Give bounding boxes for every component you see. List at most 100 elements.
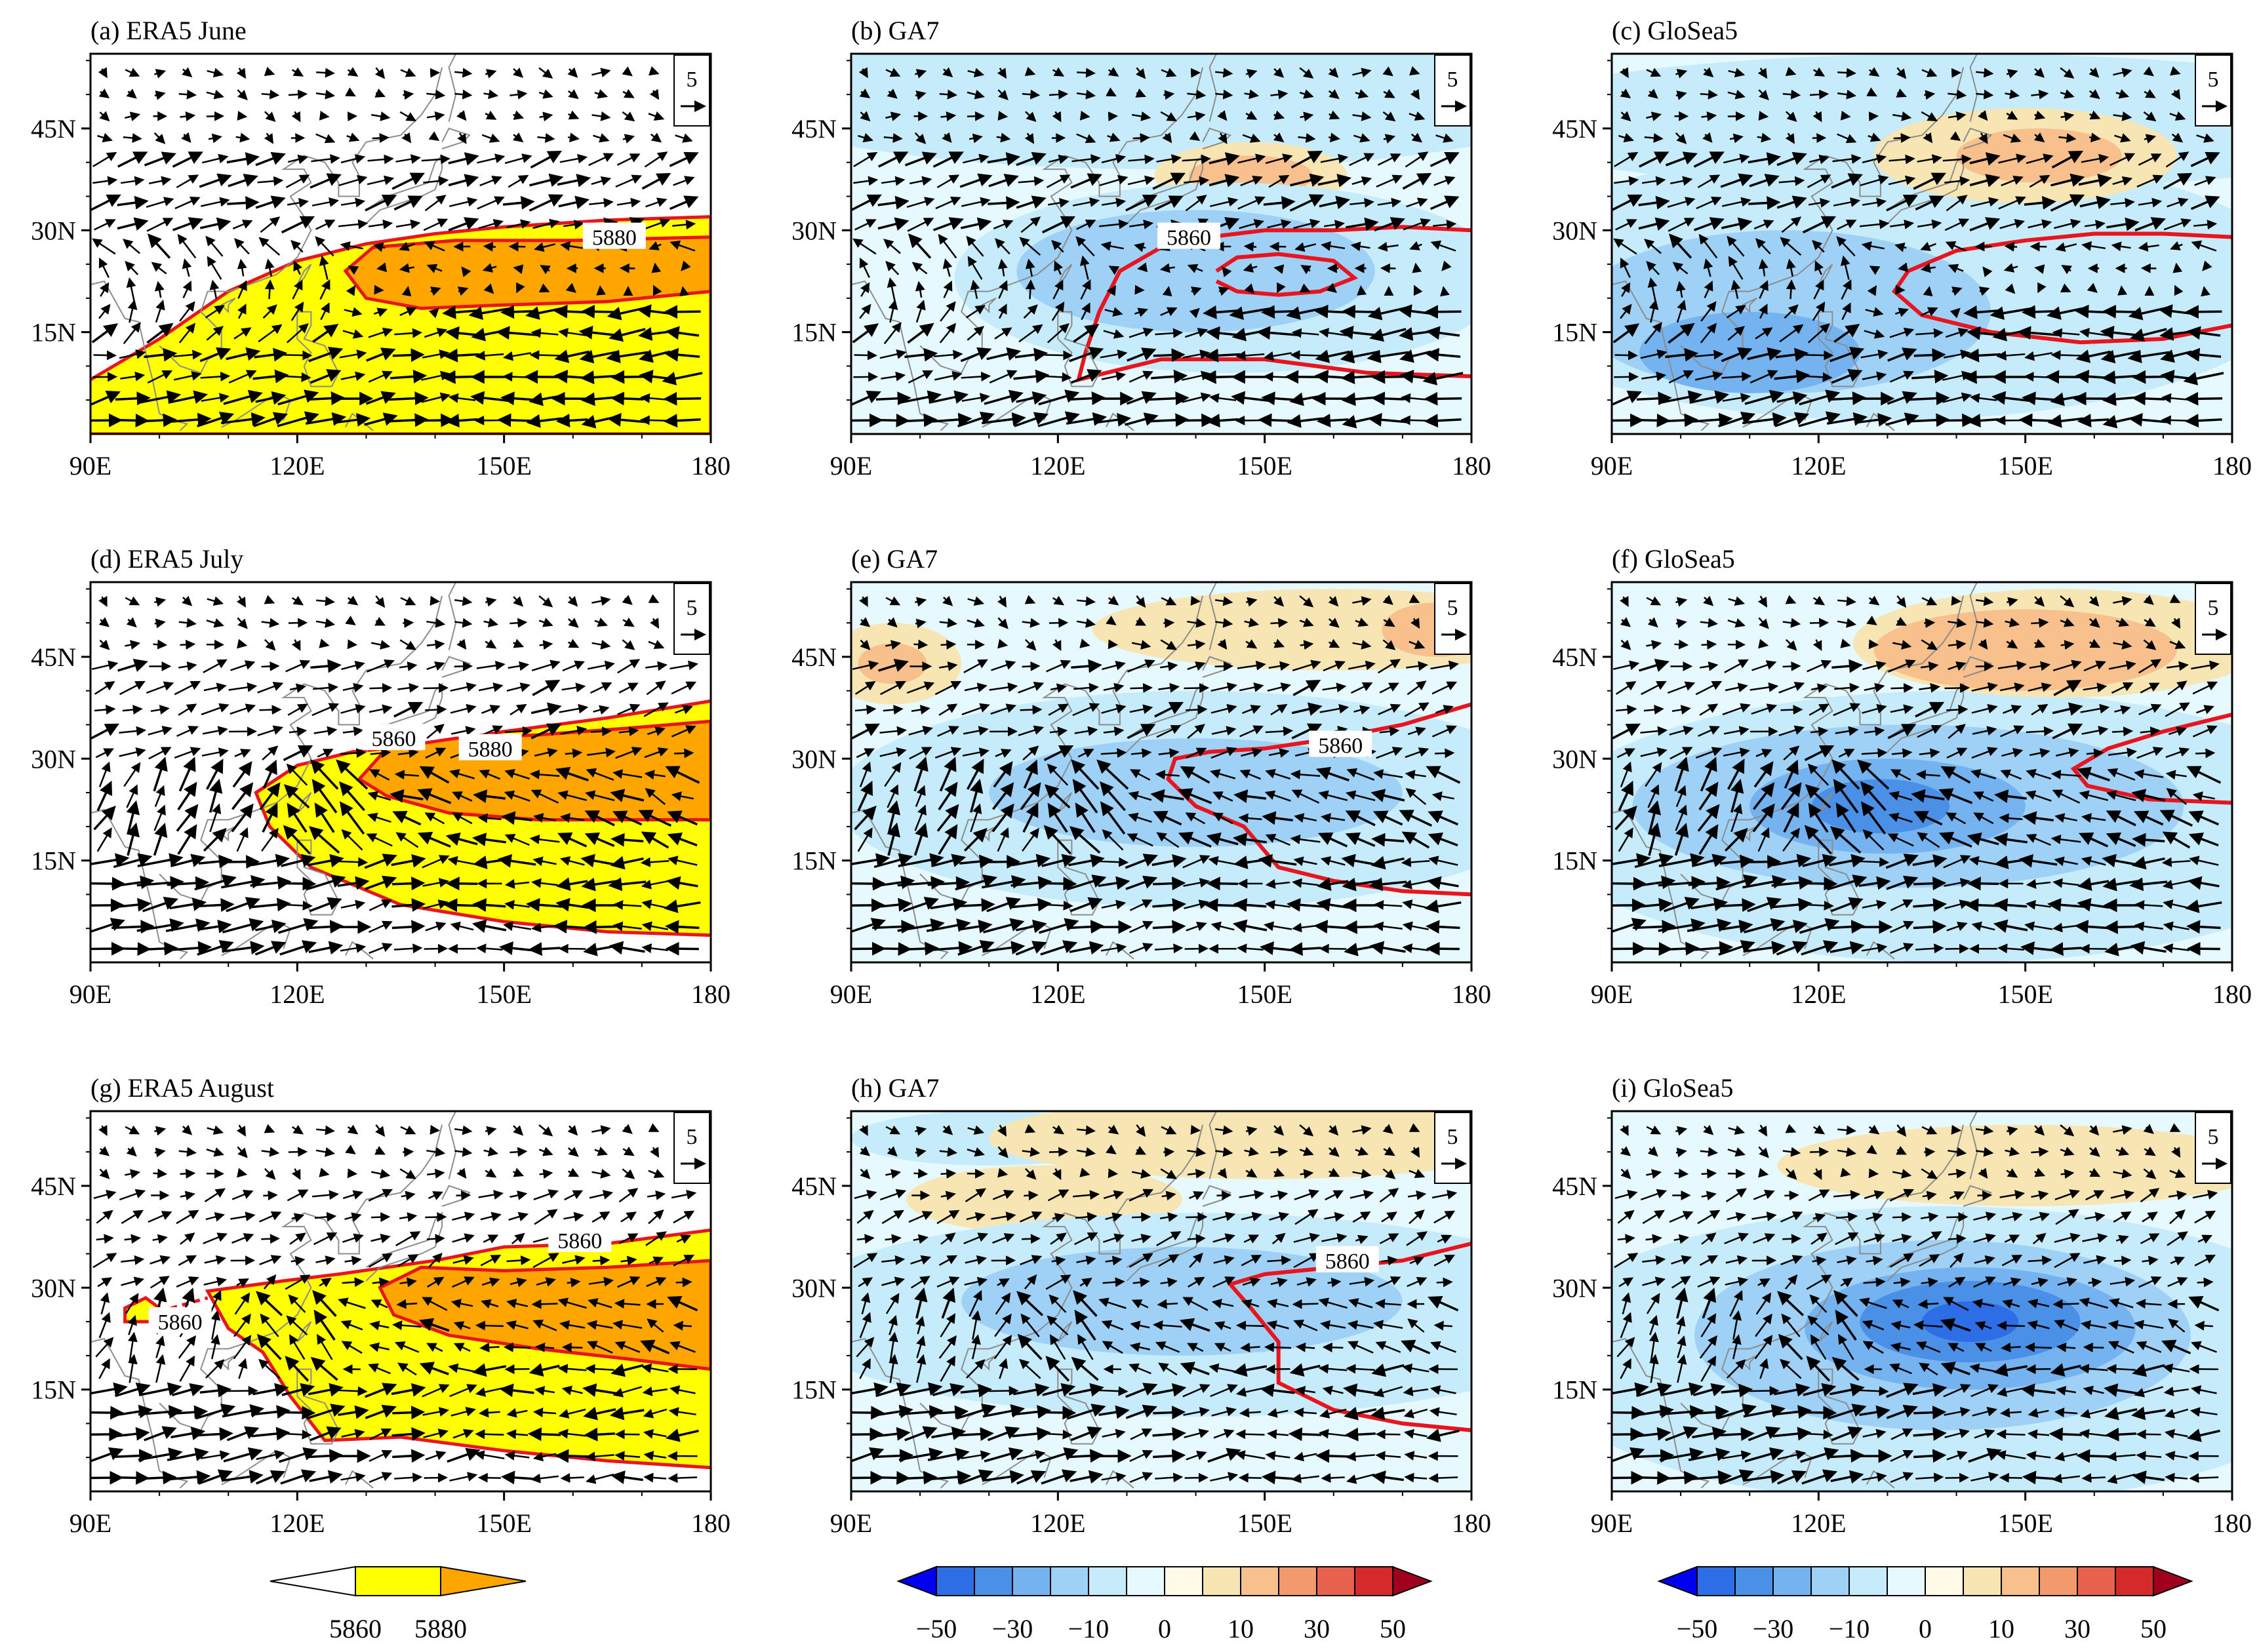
y-tick-label: 15N — [1552, 318, 1597, 347]
x-tick-label: 120E — [1791, 451, 1846, 481]
colorbar-swatch — [1925, 1566, 1964, 1596]
wind-vector — [1782, 661, 1801, 671]
y-tick-label: 30N — [1552, 1273, 1597, 1303]
x-tick-label: 90E — [70, 979, 111, 1009]
y-tick-label: 45N — [1552, 114, 1597, 144]
wind-vector — [1748, 855, 1782, 869]
wind-vector — [1965, 898, 2001, 913]
bias-shading — [1922, 1301, 2019, 1343]
wind-vector — [123, 239, 140, 254]
wind-vector — [673, 748, 694, 758]
wind-vector — [425, 705, 447, 715]
wind-vector — [226, 152, 260, 166]
wind-vector — [873, 1449, 914, 1463]
wind-vector — [430, 286, 441, 296]
wind-vector — [365, 195, 397, 212]
wind-vector — [111, 920, 155, 934]
wind-vector — [172, 151, 203, 168]
wind-vector — [285, 372, 311, 382]
wind-vector — [280, 876, 317, 891]
wind-vector — [622, 66, 633, 77]
wind-vector — [338, 1386, 368, 1396]
contour-label: 5860 — [557, 1229, 602, 1253]
wind-vector — [851, 391, 881, 406]
wind-vector — [117, 195, 149, 210]
wind-vector — [290, 239, 304, 253]
wind-vector — [180, 1168, 196, 1179]
x-tick-label: 150E — [1997, 1508, 2052, 1538]
colorbar-swatch — [1963, 1566, 2002, 1596]
wind-vector — [445, 414, 478, 428]
wind-vector — [1153, 876, 1186, 891]
wind-vector — [92, 151, 117, 167]
y-tick-label: 30N — [31, 744, 76, 774]
wind-vector — [123, 322, 141, 344]
wind-vector — [393, 195, 423, 211]
panel-a: 5880 5 (a) ERA5 June 90E 120E 150E 180 15N 30N 45… — [31, 16, 730, 481]
colorbar-label: 0 — [1158, 1614, 1171, 1643]
wind-vector — [529, 173, 564, 187]
wind-vector — [987, 855, 1021, 869]
wind-vector — [254, 347, 288, 362]
wind-vector — [925, 412, 972, 427]
wind-vector — [913, 1168, 929, 1179]
wind-vector — [461, 266, 471, 277]
wind-vector — [113, 1449, 153, 1463]
colorbar-swatch — [1354, 1566, 1393, 1596]
wind-vector — [1440, 286, 1450, 297]
wind-vector — [908, 370, 934, 384]
wind-vector — [388, 391, 429, 406]
x-tick-label: 150E — [1997, 979, 2052, 1009]
wind-vector — [1674, 639, 1689, 650]
wind-vector — [1801, 876, 1838, 891]
colorbar-layer: 5860 5880 −50 −30 −10 0 10 30 50 −50 −30 −10 0 10 30 50 — [270, 1565, 2193, 1643]
wind-vector — [988, 196, 1020, 210]
wind-vector — [1637, 413, 1671, 427]
contour-label: 5880 — [468, 738, 513, 762]
wind-vector — [180, 639, 196, 650]
wind-vector — [2197, 1277, 2214, 1288]
wind-vector — [2161, 415, 2191, 425]
wind-vector — [885, 68, 901, 77]
reference-vector-label: 5 — [687, 1125, 698, 1149]
wind-vector — [92, 176, 118, 186]
wind-vector — [401, 286, 412, 297]
wind-vector — [263, 1190, 278, 1201]
wind-vector — [513, 264, 524, 274]
wind-vector — [858, 132, 873, 143]
wind-vector — [485, 69, 497, 79]
panel-plot-area: 5880 — [90, 54, 711, 434]
wind-vector — [555, 1449, 589, 1463]
wind-vector — [1288, 1427, 1322, 1442]
reference-vector-label: 5 — [687, 68, 698, 92]
wind-vector — [448, 174, 479, 187]
wind-vector — [2195, 748, 2216, 758]
wind-vector — [1178, 413, 1216, 427]
wind-vector — [616, 153, 641, 166]
wind-vector — [94, 219, 116, 231]
wind-vector — [853, 372, 879, 382]
wind-vector — [1022, 661, 1041, 671]
wind-vector — [315, 89, 336, 100]
wind-vector — [1190, 1124, 1201, 1135]
wind-vector — [851, 1427, 884, 1442]
wind-vector — [1674, 1168, 1689, 1179]
wind-vector — [1424, 305, 1462, 319]
wind-vector — [373, 243, 386, 252]
wind-vector — [201, 197, 230, 207]
wind-vector — [860, 282, 870, 297]
wind-vector — [1701, 639, 1717, 650]
wind-vector — [2131, 391, 2165, 406]
wind-vector — [264, 279, 275, 300]
colorbar-swatch — [1392, 1565, 1433, 1597]
wind-vector — [907, 323, 934, 344]
wind-vector — [681, 260, 691, 271]
wind-vector — [178, 323, 196, 344]
wind-vector — [615, 174, 643, 188]
reference-vector-label: 5 — [1447, 596, 1458, 620]
wind-vector — [2201, 286, 2210, 297]
wind-vector — [237, 258, 247, 277]
colorbar-label: −10 — [1068, 1614, 1110, 1643]
colorbar-swatch — [1696, 1566, 1736, 1596]
